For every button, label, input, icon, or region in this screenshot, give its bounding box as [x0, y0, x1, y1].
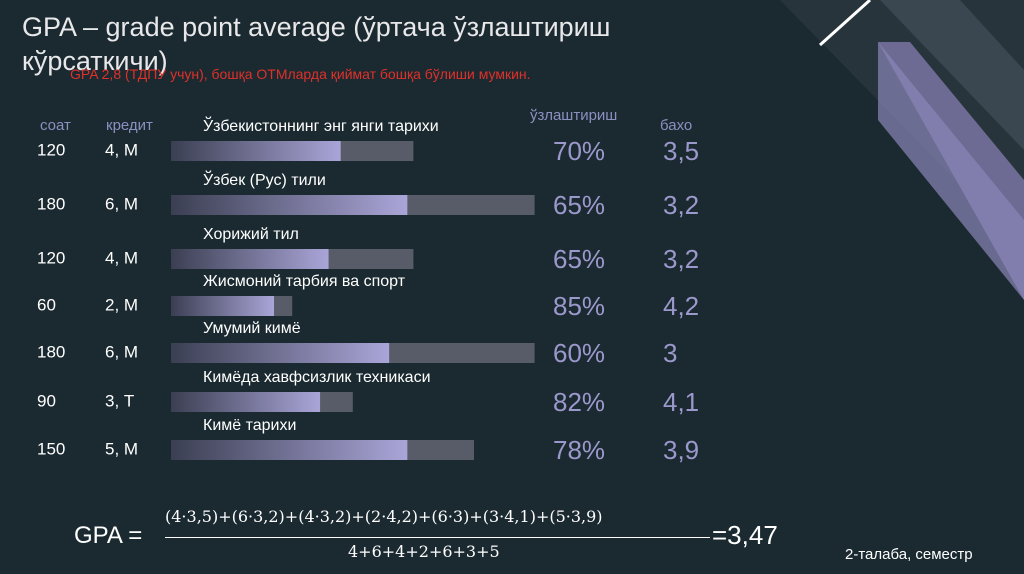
course: Ўзбек (Рус) тили	[203, 169, 326, 189]
fraction-line	[165, 537, 710, 538]
grade: 3,9	[663, 435, 699, 465]
header-progress: ўзлаштириш	[530, 107, 618, 124]
progress: 78%	[553, 435, 605, 465]
credit: 5, М	[105, 439, 138, 458]
hours: 90	[37, 391, 56, 410]
hours: 180	[37, 194, 65, 213]
grade: 3,5	[663, 136, 699, 166]
note: GPA 2,8 (ТДПУ учун), бошқа ОТМларда қийм…	[70, 66, 531, 82]
progress: 70%	[553, 136, 605, 166]
progress-fill	[171, 296, 275, 316]
header-grade: бахо	[660, 117, 693, 134]
formula-lhs: GPA =	[74, 522, 143, 549]
hours: 150	[37, 439, 65, 458]
course: Ўзбекистоннинг энг янги тарихи	[203, 115, 439, 135]
course: Жисмоний тарбия ва спорт	[203, 273, 406, 290]
grade: 4,1	[663, 387, 699, 417]
credit: 2, М	[105, 295, 138, 314]
credit: 3, Т	[105, 391, 134, 410]
hours: 180	[37, 342, 65, 361]
progress-fill	[171, 440, 408, 460]
footer: 2-талаба, семестр	[845, 546, 973, 563]
hours: 60	[37, 295, 56, 314]
progress-fill	[171, 141, 341, 161]
hours: 120	[37, 140, 65, 159]
progress: 82%	[553, 387, 605, 417]
header-hours: соат	[40, 117, 71, 134]
grade: 3,2	[663, 190, 699, 220]
progress: 60%	[553, 338, 605, 368]
progress-fill	[171, 343, 390, 363]
course: Хорижий тил	[203, 226, 299, 243]
progress: 65%	[553, 190, 605, 220]
progress-fill	[171, 249, 329, 269]
title: GPA – grade point average (ўртача ўзлашт…	[22, 12, 611, 76]
course: Умумий кимё	[203, 320, 301, 337]
credit: 4, М	[105, 248, 138, 267]
hours: 120	[37, 248, 65, 267]
grade: 3	[663, 338, 677, 368]
formula-numerator: (4·3,5)+(6·3,2)+(4·3,2)+(2·4,2)+(6·3)+(3…	[165, 507, 603, 526]
progress: 65%	[553, 244, 605, 274]
header-credit: кредит	[106, 117, 153, 134]
grade: 3,2	[663, 244, 699, 274]
credit: 4, М	[105, 140, 138, 159]
progress: 85%	[553, 291, 605, 321]
formula-result: =3,47	[712, 520, 778, 550]
credit: 6, М	[105, 194, 138, 213]
formula-denominator: 4+6+4+2+6+3+5	[348, 542, 500, 561]
course: Кимёда хавфсизлик техникаси	[203, 369, 431, 386]
progress-fill	[171, 195, 408, 215]
progress-fill	[171, 392, 321, 412]
credit: 6, М	[105, 342, 138, 361]
course: Кимё тарихи	[203, 417, 296, 434]
grade: 4,2	[663, 291, 699, 321]
